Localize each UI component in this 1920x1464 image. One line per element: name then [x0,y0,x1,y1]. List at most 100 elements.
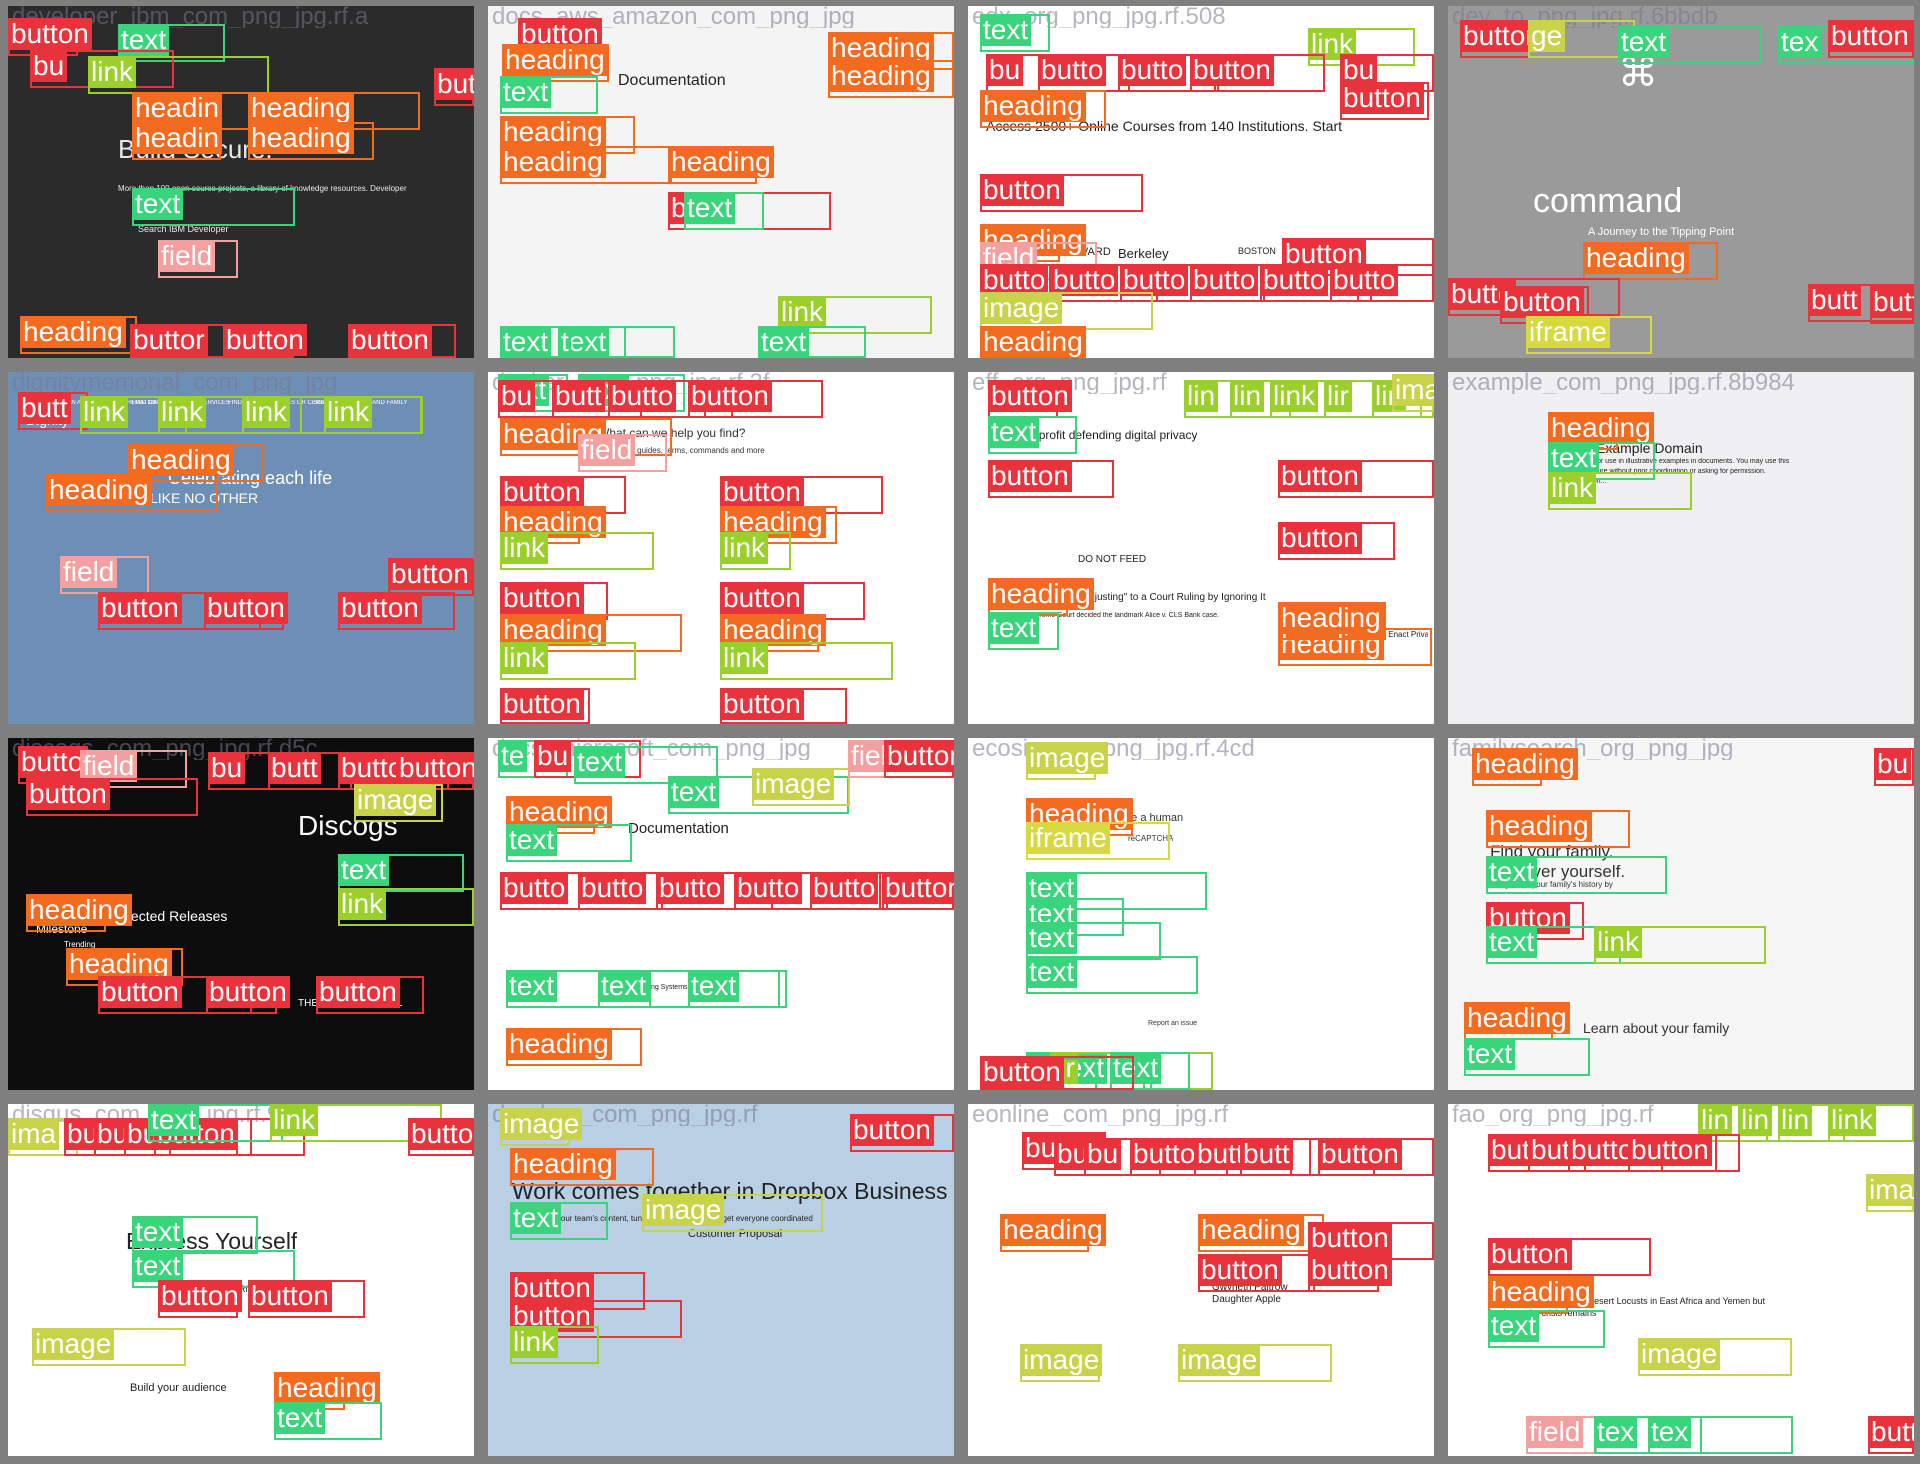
text-annotation-label: text [1618,26,1670,58]
button-annotation-label: butto [656,872,725,904]
page-content-text: Trending [64,940,96,949]
tile-filename: example_com_png_jpg.rf.8b984 [1452,372,1795,394]
button-annotation-label: butto [1260,264,1329,296]
button-annotation-label: bu [534,740,572,772]
button-annotation-label: butto [578,872,647,904]
button-annotation-label: butt [1194,1138,1247,1170]
link-annotation-label: link [1594,926,1643,958]
heading-annotation-label: heading [500,146,606,178]
button-annotation-label: bu [1084,1138,1122,1170]
heading-annotation-label: heading [988,578,1094,610]
link-annotation-label: lin [1738,1104,1773,1136]
heading-annotation-label: heading [274,1372,380,1404]
heading-annotation-label: heading [500,116,606,148]
button-annotation-label: button [434,68,474,100]
link-annotation-label: link [1828,1104,1877,1136]
page-content-text: Work comes together in Dropbox Business [512,1178,948,1204]
screenshot-tile: Build Secure.More than 100 open source p… [8,6,474,358]
text-annotation-label: text [1486,856,1538,888]
image-annotation-label: image [1020,1344,1103,1376]
heading-annotation-label: heading [248,92,354,124]
tile-filename: fao_org_png_jpg.rf [1452,1104,1654,1126]
screenshot-tile: Access 2500+ Online Courses from 140 Ins… [968,6,1434,358]
screenshot-tile: Express YourselfGET STARTEDLEARN MOREBui… [8,1104,474,1456]
button-annotation-label: button [158,1280,242,1312]
heading-annotation-label: heading [510,1148,616,1180]
button-annotation-label: bu [498,380,536,412]
button-annotation-label: butt [18,392,71,424]
link-annotation-label: link [720,642,769,674]
text-annotation-label: text [132,1216,184,1248]
text-annotation-label: text [506,970,558,1002]
heading-annotation-label: heading [46,474,152,506]
image-annotation-label: ge [1528,20,1566,52]
text-annotation-label: text [988,416,1040,448]
image-annotation-label: image [1026,742,1109,774]
tile-filename: docs_microsoft_com_png_jpg [492,738,811,760]
screenshot-tile: Work comes together in Dropbox Business C… [488,1104,954,1456]
button-annotation-label: butto [18,746,87,778]
screenshot-tile: Discogs 400 Million Collected Releases Mil… [8,738,474,1090]
button-annotation-label: button [388,558,472,590]
image-annotation-label: image [32,1328,115,1360]
page-content-text: ⌘ [1618,51,1658,95]
page-content-text: Search for guides, terms, commands and m… [598,446,765,455]
page-content-text: BOSTON [1238,246,1276,256]
text-annotation-label: tex [1778,26,1822,58]
button-annotation-label: button [1190,54,1274,86]
link-annotation-label: lin [1698,1104,1733,1136]
field-annotation-label: field [578,434,636,466]
button-annotation-label: button [1488,1238,1572,1270]
button-annotation-label: button [720,688,804,720]
page-content-text: Bring to life your family's history by [1490,880,1613,889]
button-annotation-label: button [1308,1222,1392,1254]
heading-annotation-label: headin [132,122,223,154]
button-annotation-label: button [988,460,1072,492]
button-annotation-label: bu [208,752,246,784]
button-annotation-label: butto [810,872,879,904]
button-annotation-label: butto [1130,1138,1199,1170]
button-annotation-label: button [884,740,954,772]
button-annotation-label: button [1828,20,1912,52]
button-annotation-label: button [206,976,290,1008]
button-annotation-label: butto [1118,54,1187,86]
text-annotation-label: text [1026,956,1078,988]
link-annotation-label: link [778,296,827,328]
button-annotation-label: butt [268,752,321,784]
button-annotation-label: button [1868,1416,1914,1448]
iframe-annotation-label: iframe [1026,822,1110,854]
button-annotation-label: button [1628,1134,1712,1166]
link-annotation-label: link [500,642,549,674]
button-annotation-label: butto [1038,54,1107,86]
text-annotation-label: text [274,1402,326,1434]
heading-annotation-label: heading [1583,242,1689,274]
text-annotation-label: text [574,746,626,778]
heading-annotation-label: heading [1548,412,1654,444]
button-annotation-label: button [980,174,1064,206]
button-annotation-label: butto [1330,264,1399,296]
heading-annotation-label: heading [1472,748,1578,780]
page-content-text: Example Domain [1596,440,1703,456]
screenshot-tile: Example Domain This domain is for use in … [1448,372,1914,724]
button-annotation-label: butto [500,872,569,904]
button-annotation-label: butto [608,380,677,412]
button-annotation-label: butt [1808,284,1861,316]
page-content-text: command [1533,182,1683,220]
button-annotation-label: button [223,324,307,356]
link-annotation-label: link [270,1104,319,1136]
button-annotation-label: butto [734,872,803,904]
button-annotation-label: button [980,1056,1064,1088]
button-annotation-label: butto [1120,264,1189,296]
page-content-text: Search IBM Developer [138,224,229,234]
text-annotation-label: text [558,326,610,358]
link-annotation-label: link [158,396,207,428]
text-annotation-label: tex [1648,1416,1692,1448]
page-content-text: LIKE NO OTHER [150,490,259,506]
text-annotation-label: text [1110,1052,1162,1084]
button-annotation-label: butt [1870,286,1914,318]
page-content-text: Documentation [618,72,726,89]
page-content-text: Daughter Apple [1212,1294,1281,1305]
image-annotation-label: image [1638,1338,1721,1370]
button-annotation-label: button [500,688,584,720]
